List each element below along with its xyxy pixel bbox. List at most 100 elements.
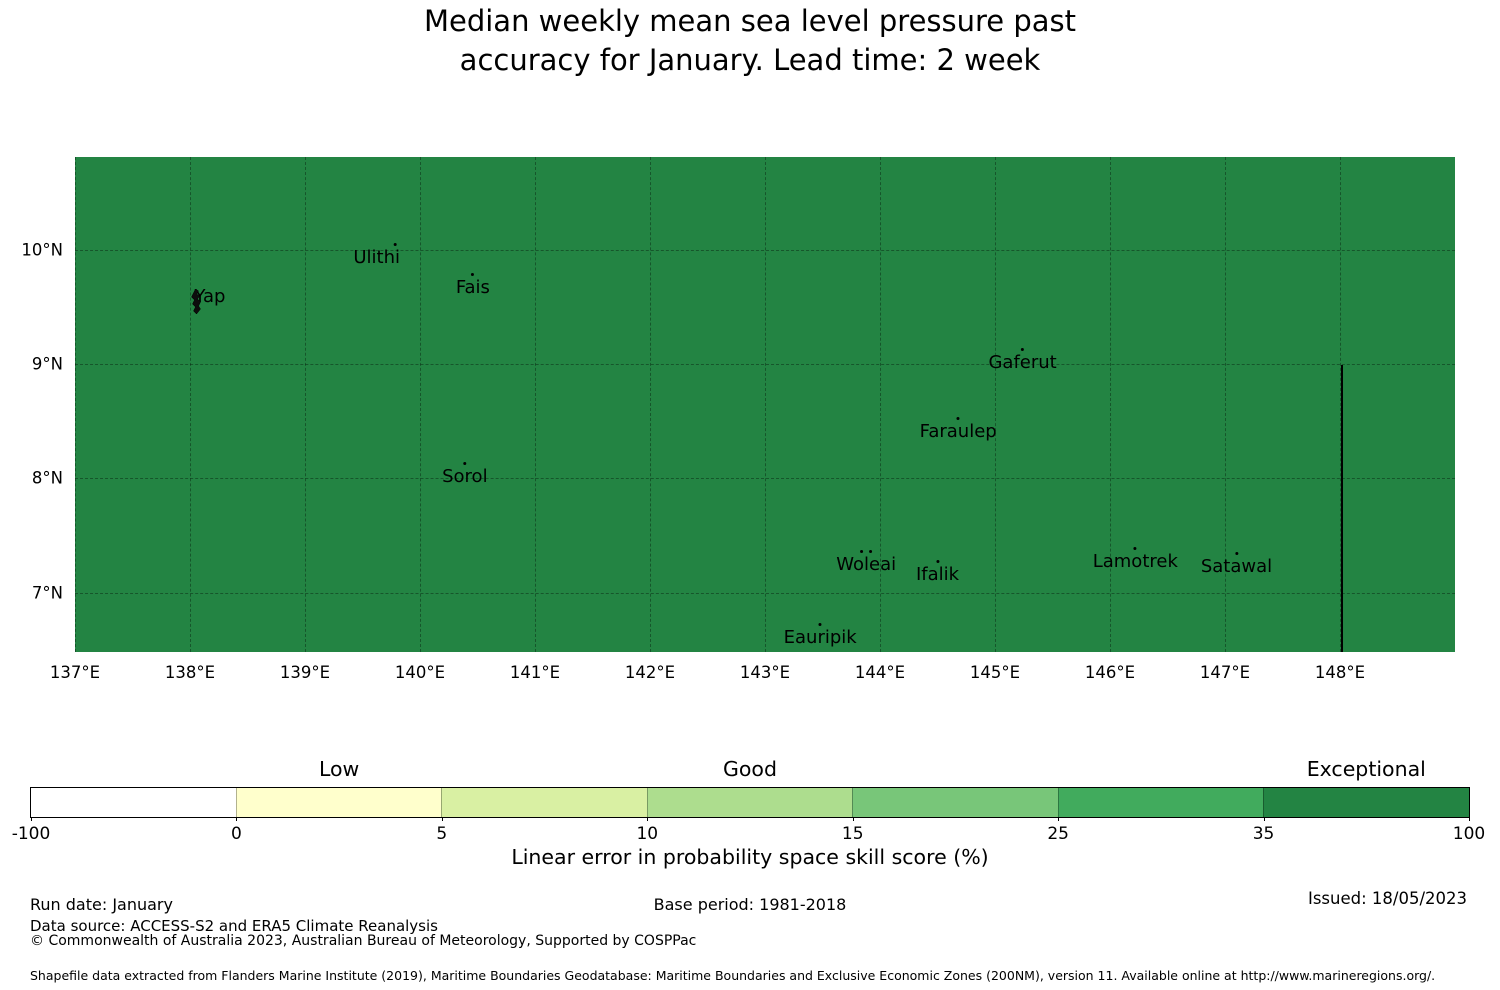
island-label: Satawal bbox=[1200, 555, 1273, 577]
island-marker-dot bbox=[1133, 547, 1137, 551]
x-tick-label: 138°E bbox=[164, 663, 216, 682]
island-marker bbox=[836, 549, 896, 554]
map-gridline-vertical bbox=[650, 157, 651, 652]
colorbar-tick-label: 15 bbox=[841, 824, 864, 844]
island-label: Eauripik bbox=[783, 626, 857, 648]
colorbar-segment bbox=[1057, 788, 1264, 817]
y-tick-label: 10°N bbox=[21, 240, 63, 260]
island-label: Fais bbox=[455, 276, 490, 298]
colorbar-tick bbox=[1263, 817, 1265, 821]
map-gridline-vertical bbox=[995, 157, 996, 652]
island-label: Faraulep bbox=[919, 420, 997, 442]
island-marker bbox=[988, 348, 1056, 352]
figure-title-line1: Median weekly mean sea level pressure pa… bbox=[423, 4, 1077, 38]
map-gridline-vertical bbox=[880, 157, 881, 652]
island-label: Lamotrek bbox=[1092, 551, 1178, 573]
x-tick-label: 139°E bbox=[279, 663, 331, 682]
colorbar-tick-label: -100 bbox=[11, 824, 51, 844]
island-marker bbox=[784, 622, 857, 627]
x-tick-label: 141°E bbox=[509, 663, 561, 682]
island-marker-dot bbox=[956, 416, 960, 420]
y-tick-label: 9°N bbox=[31, 354, 63, 374]
y-tick-label: 8°N bbox=[31, 468, 63, 488]
colorbar-tick bbox=[647, 817, 649, 821]
island-marker-dot bbox=[471, 272, 475, 276]
colorbar-category-label: Good bbox=[723, 757, 777, 781]
colorbar-tick-label: 0 bbox=[231, 824, 242, 844]
colorbar-tick bbox=[1469, 817, 1470, 821]
x-tick-label: 144°E bbox=[854, 663, 906, 682]
island-label: Yap bbox=[194, 285, 226, 307]
colorbar-segment bbox=[852, 788, 1058, 817]
copyright-text: © Commonwealth of Australia 2023, Austra… bbox=[30, 933, 697, 949]
colorbar-tick-label: 35 bbox=[1252, 824, 1275, 844]
colorbar-tick-label: 25 bbox=[1047, 824, 1069, 844]
colorbar-tick bbox=[31, 817, 32, 821]
map-gridline-vertical bbox=[765, 157, 766, 652]
map-gridline-vertical bbox=[535, 157, 536, 652]
eez-boundary-line bbox=[1341, 365, 1344, 652]
map-gridline-horizontal bbox=[75, 363, 1455, 365]
colorbar-tick-label: 100 bbox=[1452, 824, 1486, 844]
island-label: Ulithi bbox=[353, 247, 401, 269]
map-gridline-horizontal bbox=[75, 478, 1455, 480]
island-label: Woleai bbox=[836, 553, 897, 575]
island-sorol: Sorol bbox=[442, 461, 488, 487]
island-label: Ifalik bbox=[915, 563, 960, 585]
island-satawal: Satawal bbox=[1200, 551, 1273, 577]
run-date-text: Run date: January bbox=[30, 895, 173, 914]
island-marker bbox=[916, 559, 959, 564]
island-marker bbox=[1201, 551, 1272, 556]
island-marker-dot bbox=[869, 549, 873, 553]
map-gridline-vertical bbox=[75, 157, 76, 652]
island-marker bbox=[371, 243, 418, 247]
island-marker bbox=[184, 288, 225, 315]
map-gridline-vertical bbox=[1110, 157, 1111, 652]
x-tick-label: 148°E bbox=[1314, 663, 1366, 682]
map-gridline-vertical bbox=[420, 157, 421, 652]
x-tick-label: 145°E bbox=[969, 663, 1021, 682]
colorbar: Low Good Exceptional -100 0 5 10 15 25 35 100 bbox=[12, 757, 1486, 844]
figure-title-line2: accuracy for January. Lead time: 2 week bbox=[459, 43, 1041, 77]
island-ulithi: Ulithi bbox=[353, 243, 418, 268]
y-tick-label: 7°N bbox=[31, 583, 63, 603]
colorbar-category-label: Low bbox=[318, 757, 360, 781]
map-plot-area: 137°E 138°E 139°E 140°E 141°E 142°E 143°E 144°E… bbox=[21, 157, 1455, 682]
island-marker bbox=[920, 416, 997, 421]
island-yap: Yap bbox=[184, 286, 225, 315]
island-marker-dot bbox=[463, 461, 467, 465]
colorbar-segment bbox=[441, 788, 647, 817]
data-source-text: Data source: ACCESS-S2 and ERA5 Climate … bbox=[30, 917, 438, 935]
colorbar-category-label: Exceptional bbox=[1306, 757, 1426, 781]
colorbar-segment bbox=[235, 788, 442, 817]
colorbar-segment bbox=[31, 788, 236, 817]
colorbar-tick bbox=[852, 817, 854, 821]
colorbar-tick bbox=[1058, 817, 1060, 821]
yap-island-shape bbox=[191, 288, 202, 315]
island-marker bbox=[1093, 547, 1178, 551]
island-ifalik: Ifalik bbox=[915, 559, 960, 585]
island-label: Gaferut bbox=[988, 352, 1057, 374]
map-gridline-vertical bbox=[1340, 157, 1341, 652]
shapefile-attribution-text: Shapefile data extracted from Flanders M… bbox=[30, 968, 1436, 983]
colorbar-tick bbox=[441, 817, 443, 821]
colorbar-segment bbox=[646, 788, 853, 817]
island-faraulep: Faraulep bbox=[919, 416, 997, 442]
colorbar-tick-label: 10 bbox=[636, 824, 659, 844]
x-tick-label: 137°E bbox=[49, 663, 101, 682]
island-fais: Fais bbox=[455, 272, 490, 298]
x-tick-label: 146°E bbox=[1084, 663, 1136, 682]
x-tick-label: 140°E bbox=[394, 663, 446, 682]
map-gridline-horizontal bbox=[75, 249, 1455, 251]
island-gaferut: Gaferut bbox=[988, 348, 1057, 374]
island-marker-dot bbox=[1021, 348, 1025, 352]
map-gridline-vertical bbox=[1225, 157, 1226, 652]
map-gridline-vertical bbox=[305, 157, 306, 652]
island-label: Sorol bbox=[442, 465, 488, 487]
island-marker-dot bbox=[935, 559, 939, 563]
x-tick-label: 147°E bbox=[1199, 663, 1251, 682]
island-woleai: Woleai bbox=[836, 549, 897, 575]
issued-date-text: Issued: 18/05/2023 bbox=[1307, 889, 1467, 908]
island-marker bbox=[442, 461, 487, 466]
